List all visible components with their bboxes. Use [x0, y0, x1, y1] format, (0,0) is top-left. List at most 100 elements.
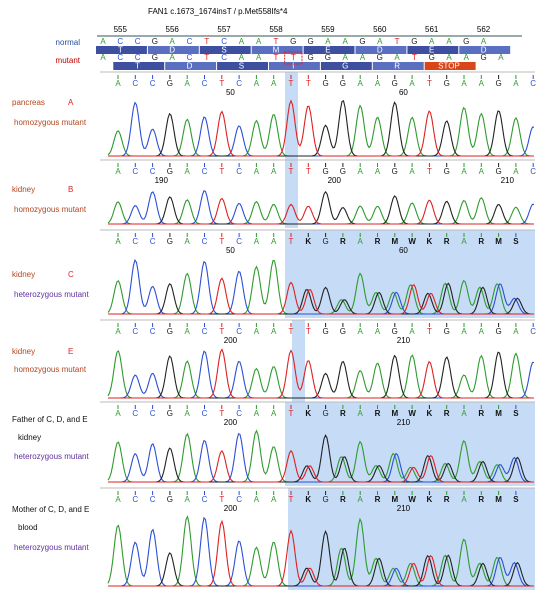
base: A [464, 53, 470, 62]
base: T [289, 167, 294, 176]
base: R [444, 409, 450, 418]
base: R [375, 237, 381, 246]
position-number: 200 [224, 504, 238, 513]
base: A [461, 237, 467, 246]
base: G [307, 53, 313, 62]
base: C [221, 53, 227, 62]
base: R [478, 237, 484, 246]
base: C [117, 53, 123, 62]
base: A [271, 167, 277, 176]
base: T [289, 237, 294, 246]
codon-number: 559 [321, 25, 335, 34]
base: T [219, 79, 224, 88]
position-number: 200 [224, 336, 238, 345]
base: C [530, 327, 536, 336]
base: A [394, 53, 400, 62]
base: T [395, 37, 400, 46]
base: A [115, 167, 121, 176]
status-label: heterozygous mutant [14, 452, 89, 461]
base: C [530, 167, 536, 176]
base: G [411, 37, 417, 46]
base: G [307, 37, 313, 46]
base: G [167, 79, 173, 88]
highlight [285, 230, 535, 318]
base: A [115, 409, 121, 418]
base: C [150, 167, 156, 176]
base: A [375, 327, 381, 336]
codon-number: 556 [166, 25, 180, 34]
base: G [495, 167, 501, 176]
codon-number: 560 [373, 25, 387, 34]
aa-box [113, 62, 165, 70]
base: T [204, 37, 209, 46]
base: A [271, 409, 277, 418]
base: C [132, 327, 138, 336]
base: A [360, 53, 366, 62]
amino-acid: T [118, 46, 123, 55]
base: C [187, 37, 193, 46]
base: G [463, 37, 469, 46]
amino-acid: R [394, 62, 400, 71]
base: A [185, 167, 191, 176]
base: A [343, 37, 349, 46]
base: W [408, 237, 416, 246]
base: A [115, 79, 121, 88]
base: A [446, 53, 452, 62]
status-label: homozygous mutant [14, 118, 87, 127]
base: T [306, 79, 311, 88]
tissue-label: kidney [12, 347, 35, 356]
base: A [325, 37, 331, 46]
base: A [409, 79, 415, 88]
amino-acid: M [273, 46, 280, 55]
base: R [478, 495, 484, 504]
base: A [358, 409, 364, 418]
codon-number: 558 [269, 25, 283, 34]
base: G [392, 327, 398, 336]
base: G [495, 327, 501, 336]
base: C [150, 79, 156, 88]
amino-acid: STOP [438, 62, 460, 71]
base: A [461, 327, 467, 336]
base: G [290, 37, 296, 46]
amino-acid: S [221, 46, 226, 55]
base: G [322, 409, 328, 418]
base: A [170, 37, 176, 46]
panel-letter: E [68, 347, 73, 356]
base: A [498, 53, 504, 62]
amino-acid: D [187, 62, 193, 71]
base: A [256, 53, 262, 62]
trace [108, 519, 534, 587]
amino-acid: D [481, 46, 487, 55]
base: T [219, 167, 224, 176]
base: A [375, 167, 381, 176]
tissue-label: blood [18, 523, 38, 532]
base: G [392, 167, 398, 176]
base: A [254, 327, 260, 336]
trace [108, 100, 534, 157]
base: C [202, 495, 208, 504]
base: K [427, 237, 433, 246]
base: C [202, 237, 208, 246]
tissue-label: kidney [18, 433, 41, 442]
base: C [187, 53, 193, 62]
base: T [306, 327, 311, 336]
base: C [132, 237, 138, 246]
status-label: heterozygous mutant [14, 290, 89, 299]
base: A [479, 167, 485, 176]
amino-acid: T [135, 62, 140, 71]
base: M [391, 237, 398, 246]
base: G [377, 53, 383, 62]
status-label: heterozygous mutant [14, 543, 89, 552]
base: M [495, 409, 502, 418]
amino-acid: I [292, 62, 294, 71]
base: T [427, 327, 432, 336]
base: W [408, 409, 416, 418]
base: A [254, 79, 260, 88]
amino-acid: E [429, 46, 434, 55]
base: C [135, 53, 141, 62]
base: C [150, 237, 156, 246]
position-number: 210 [397, 418, 411, 427]
base: R [340, 237, 346, 246]
base: K [427, 409, 433, 418]
